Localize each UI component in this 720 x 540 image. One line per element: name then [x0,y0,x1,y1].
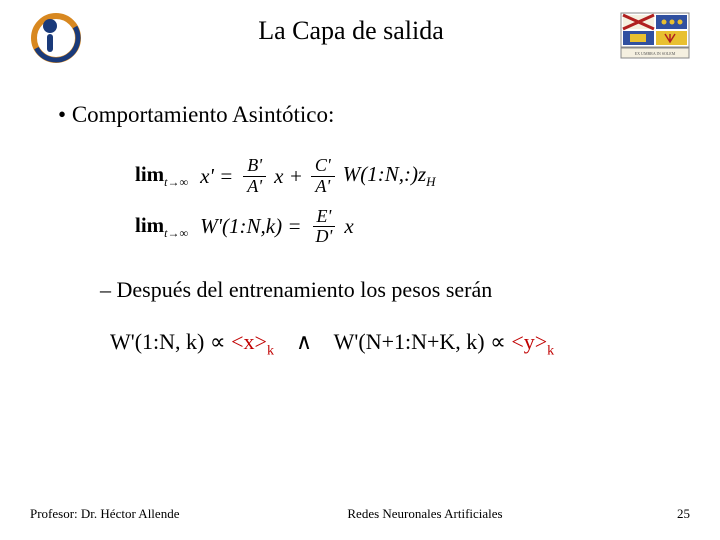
equation-2: limt→∞ W'(1:N,k) = E' D' x [135,207,670,248]
eq1-frac1: B' A' [243,156,266,197]
w2-text: W'(N+1:N+K, k) ∝ [334,329,512,354]
footer-professor: Profesor: Dr. Héctor Allende [30,506,200,522]
logo-right: EX UMBRA IN SOLEM [620,12,690,60]
w1-text: W'(1:N, k) ∝ [110,329,231,354]
w2-red: <y>k [511,329,554,354]
header: La Capa de salida EX UMBRA IN SOLEM [30,12,690,72]
wedge-symbol: ∧ [279,329,328,354]
lim-text: lim [135,213,164,237]
svg-text:EX UMBRA IN SOLEM: EX UMBRA IN SOLEM [635,51,676,56]
eq2-lhs: W'(1:N,k) = [200,214,301,239]
slide-container: La Capa de salida EX UMBRA IN SOLEM Comp… [0,0,720,540]
eq1-tail: W(1:N,:)zH [343,162,436,190]
footer: Profesor: Dr. Héctor Allende Redes Neuro… [0,506,720,522]
page-number: 25 [650,506,690,522]
eq1-frac2: C' A' [311,156,335,197]
eq1-mid: x + [274,164,303,189]
eq2-tail: x [344,214,353,239]
lim-sub: t→∞ [164,226,188,240]
footer-course: Redes Neuronales Artificiales [200,506,650,522]
eq1-lhs: x' = [200,164,233,189]
lim-sub: t→∞ [164,175,188,189]
w1-red: <x>k [231,329,274,354]
logo-left [30,12,82,64]
lim-text: lim [135,162,164,186]
weights-line: W'(1:N, k) ∝ <x>k ∧ W'(N+1:N+K, k) ∝ <y>… [50,329,670,359]
sub-bullet: Después del entrenamiento los pesos será… [50,277,670,303]
equation-1: limt→∞ x' = B' A' x + C' A' W(1:N,:)zH [135,156,670,197]
slide-title: La Capa de salida [82,12,620,46]
equations-block: limt→∞ x' = B' A' x + C' A' W(1:N,:)zH l… [50,156,670,247]
content-area: Comportamiento Asintótico: limt→∞ x' = B… [30,72,690,360]
bullet-main: Comportamiento Asintótico: [50,102,670,128]
eq2-frac: E' D' [312,207,337,248]
